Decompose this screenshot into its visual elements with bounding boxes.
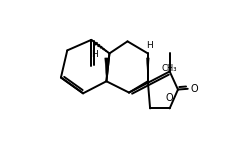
Text: CH₃: CH₃	[162, 64, 177, 73]
Text: O: O	[166, 93, 173, 103]
Polygon shape	[105, 58, 108, 81]
Text: H: H	[146, 41, 153, 50]
Text: O: O	[191, 84, 198, 94]
Text: H: H	[91, 50, 98, 59]
Polygon shape	[146, 58, 149, 81]
